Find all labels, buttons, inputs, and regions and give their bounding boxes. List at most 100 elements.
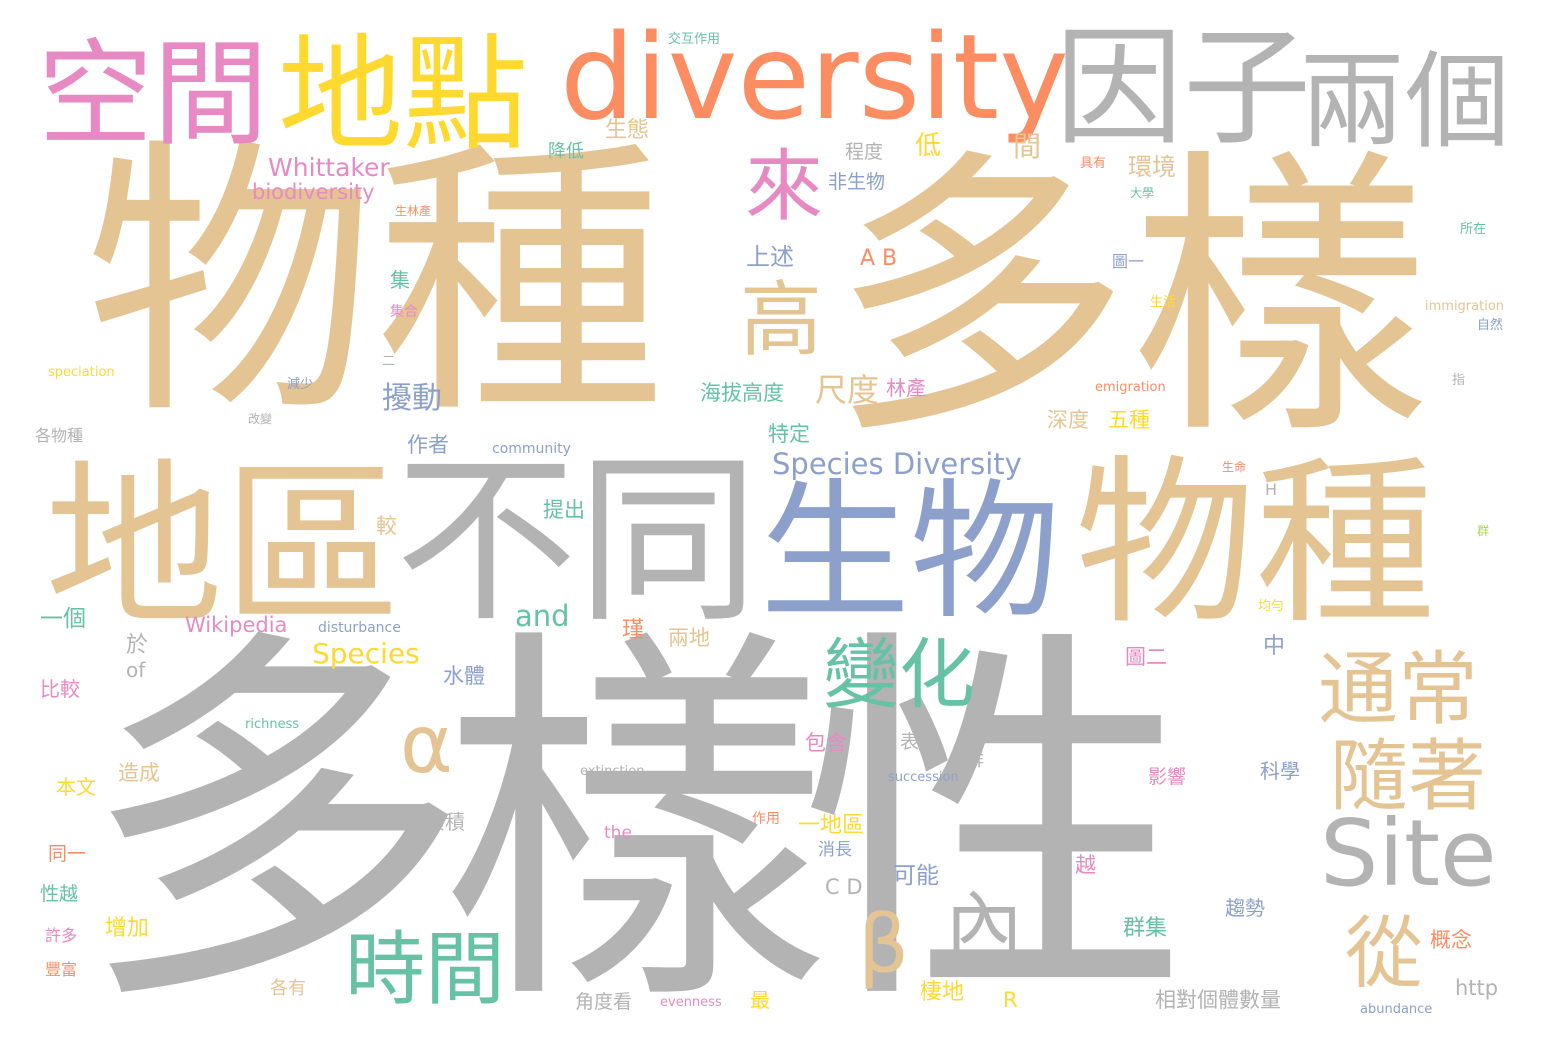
word-lianggeo: 兩個 <box>1300 41 1511 163</box>
word-abundance: abundance <box>1360 1002 1433 1017</box>
word-cd: C D <box>825 875 863 899</box>
word-yige: 一個 <box>40 606 86 632</box>
word-h: H <box>1265 480 1278 499</box>
word-http: http <box>1455 976 1499 1000</box>
word-wuzhong5: 五種 <box>1108 408 1150 432</box>
word-cong: 從 <box>1345 909 1424 999</box>
word-extinction: extinction <box>580 764 645 779</box>
word-xiangdui: 相對個體數量 <box>1155 988 1281 1012</box>
word-jiao: 較 <box>376 514 397 538</box>
word-er: 二 <box>382 354 396 369</box>
word-jiangdi: 降低 <box>548 141 584 162</box>
word-jiaodukan: 角度看 <box>575 991 633 1013</box>
word-linchan: 林產 <box>886 376 926 400</box>
word-bijiao: 比較 <box>40 677 80 701</box>
word-zuoyong: 作用 <box>752 811 780 827</box>
word-zuozhe: 作者 <box>407 433 449 457</box>
word-evenness: evenness <box>660 995 722 1010</box>
word-raodong: 擾動 <box>382 381 442 416</box>
word-yingxiang: 影響 <box>1148 766 1187 788</box>
word-zui: 最 <box>750 988 770 1012</box>
word-yinzi: 因子 <box>1055 14 1312 163</box>
word-xingyue: 性越 <box>40 883 79 905</box>
word-zhong: 中 <box>1263 634 1286 659</box>
word-zengjia: 增加 <box>105 916 150 941</box>
word-baohan: 包含 <box>805 731 847 755</box>
word-gao: 高 <box>740 273 823 368</box>
word-jihe: 集合 <box>390 304 418 320</box>
word-geyou: 各有 <box>270 978 306 999</box>
word-bianhua: 變化 <box>823 630 975 719</box>
word-wuzhong: 物種 <box>85 116 665 453</box>
word-shangshu: 上述 <box>746 243 794 271</box>
word-daxue: 大學 <box>1130 186 1155 200</box>
word-gaibian: 改變 <box>248 412 273 426</box>
word-shuiti: 水體 <box>443 664 485 688</box>
word-diqu: 地區 <box>45 443 401 650</box>
word-beta: β <box>858 898 910 991</box>
word-shengtai: 生態 <box>605 118 650 143</box>
word-kongjian: 空間 <box>38 28 269 162</box>
word-tuyi: 圖一 <box>1112 252 1145 271</box>
word-liangdi: 兩地 <box>668 626 710 650</box>
word-ji: 集 <box>390 268 410 292</box>
word-shendu: 深度 <box>1047 408 1089 432</box>
word-yue: 越 <box>1075 853 1096 877</box>
word-keneng: 可能 <box>893 863 939 889</box>
word-fengfu: 豐富 <box>45 960 78 979</box>
word-tongchang: 通常 <box>1318 643 1478 736</box>
word-whittaker: Whittaker <box>268 153 390 182</box>
word-chidu: 尺度 <box>815 371 880 409</box>
word-tongyi: 同一 <box>48 843 87 865</box>
word-suozai: 所在 <box>1460 222 1487 237</box>
word-shijian: 時間 <box>345 923 505 1016</box>
word-species-diversity: Species Diversity <box>772 447 1022 481</box>
word-wuzhong-2: 物種 <box>1075 440 1436 649</box>
word-gewuzhong: 各物種 <box>35 426 84 445</box>
word-tuer: 圖二 <box>1125 645 1167 669</box>
word-zhi: 指 <box>1452 373 1466 388</box>
word-nei: 內 <box>945 884 1024 974</box>
word-butong: 不同 <box>395 435 759 647</box>
word-yu: 於 <box>126 633 149 658</box>
word-huanjing: 環境 <box>1128 153 1176 181</box>
word-immigration: immigration <box>1425 299 1505 314</box>
word-di: 低 <box>915 131 942 161</box>
word-gainian: 概念 <box>1430 928 1472 952</box>
word-jiaohu: 交互作用 <box>668 32 721 47</box>
word-xiaozhang: 消長 <box>818 840 852 860</box>
word-lai: 來 <box>745 142 824 232</box>
word-shenghuo: 生活 <box>1150 295 1177 310</box>
word-duoyang: 多樣 <box>830 125 1430 474</box>
word-qidi: 棲地 <box>920 980 965 1005</box>
word-biodiversity: biodiversity <box>252 180 375 204</box>
word-alpha: α <box>400 698 453 791</box>
word-chengdu: 程度 <box>845 141 884 163</box>
word-community: community <box>492 441 571 457</box>
word-jin: 瑾 <box>622 618 645 643</box>
word-disturbance: disturbance <box>318 620 401 636</box>
word-yidiqu: 一地區 <box>798 813 865 838</box>
word-of: of <box>126 658 146 682</box>
word-kexue: 科學 <box>1260 759 1300 783</box>
word-r: R <box>1003 988 1018 1012</box>
word-shengwu: 生物 <box>760 466 1061 640</box>
word-succession: succession <box>888 770 959 785</box>
word-zaocheng: 造成 <box>118 761 160 785</box>
word-qunji: 群集 <box>1123 916 1168 941</box>
word-shengming: 生命 <box>1222 460 1247 474</box>
word-haiba: 海拔高度 <box>700 381 784 405</box>
word-species: Species <box>312 637 420 670</box>
word-shenglinchan: 生林產 <box>395 204 432 218</box>
word-and: and <box>515 599 570 633</box>
word-feishengwu: 非生物 <box>828 171 886 193</box>
word-benwen: 本文 <box>56 775 96 799</box>
word-didian: 地點 <box>278 23 528 168</box>
word-qushi: 趨勢 <box>1225 896 1265 920</box>
word-qun: 群 <box>1477 524 1490 538</box>
word-suizhe: 隨著 <box>1330 732 1487 822</box>
word-leiji: 累積 <box>425 810 465 834</box>
word-wikipedia: Wikipedia <box>185 613 288 637</box>
word-teding: 特定 <box>768 422 810 446</box>
word-richness: richness <box>245 717 300 732</box>
